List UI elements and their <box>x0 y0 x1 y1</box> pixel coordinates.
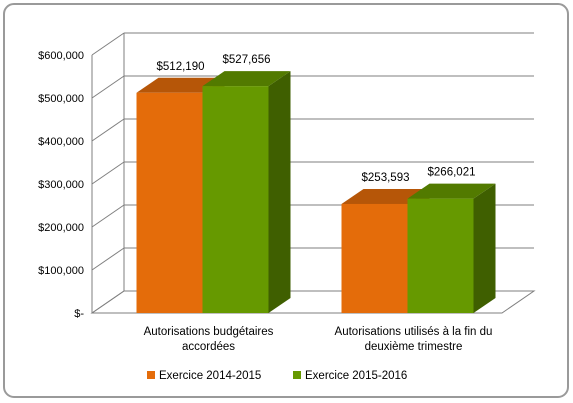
value-labels: $512,190 $527,656 $253,593 $266,021 <box>157 54 476 184</box>
y-tick-label: $500,000 <box>38 93 84 105</box>
category-label: Autorisations utilisés à la fin du <box>335 326 493 338</box>
gridline-side <box>91 32 125 56</box>
category-label: Autorisations budgétaires <box>144 326 274 338</box>
legend-entry: Exercice 2015-2016 <box>305 370 407 382</box>
bar-side <box>473 183 496 313</box>
y-tick-label: $200,000 <box>38 222 84 234</box>
data-label: $527,656 <box>223 54 271 66</box>
bars <box>136 71 496 314</box>
data-label: $512,190 <box>157 61 205 73</box>
gridline-side <box>91 204 125 228</box>
y-axis: $- $100,000 $200,000 $300,000 $400,000 $500,0… <box>38 33 125 320</box>
gridline-side <box>91 247 125 271</box>
bar <box>407 198 474 313</box>
legend: Exercice 2014-2015 Exercice 2015-2016 <box>147 370 407 382</box>
bar-side <box>268 71 291 314</box>
y-tick-label: $300,000 <box>38 179 84 191</box>
category-label: accordées <box>182 341 235 353</box>
bar <box>202 86 269 314</box>
y-tick-label: $- <box>74 308 84 320</box>
y-tick-label: $400,000 <box>38 136 84 148</box>
category-labels: Autorisations budgétaires accordées Autori… <box>144 326 493 353</box>
bar-top <box>407 183 496 199</box>
data-label: $266,021 <box>428 167 476 179</box>
category-label: deuxième trimestre <box>365 341 463 353</box>
data-label: $253,593 <box>362 172 410 184</box>
legend-entry: Exercice 2014-2015 <box>159 370 261 382</box>
legend-swatch <box>293 371 301 379</box>
gridline-side <box>91 118 125 142</box>
bar <box>341 203 408 313</box>
bar-top <box>202 71 291 87</box>
y-tick-label: $600,000 <box>38 50 84 62</box>
y-tick-label: $100,000 <box>38 265 84 277</box>
legend-swatch <box>147 371 155 379</box>
gridline-side <box>91 290 125 314</box>
gridline-side <box>91 161 125 185</box>
gridline-side <box>91 75 125 99</box>
bar <box>136 92 203 313</box>
